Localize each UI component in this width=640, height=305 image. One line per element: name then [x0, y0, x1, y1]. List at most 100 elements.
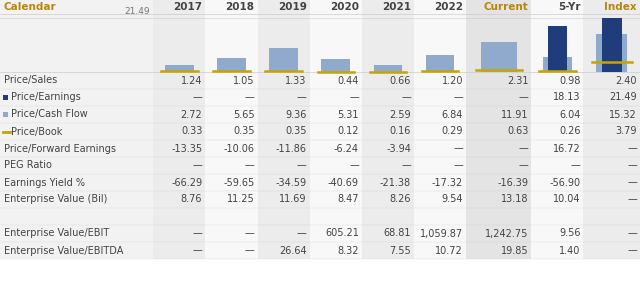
- Text: 0.98: 0.98: [559, 76, 580, 85]
- Bar: [3, 112, 8, 117]
- Text: —: —: [297, 160, 307, 170]
- Text: 5-Yr: 5-Yr: [558, 2, 580, 12]
- Bar: [466, 0, 531, 259]
- Text: 21.49: 21.49: [609, 92, 637, 102]
- Text: 16.72: 16.72: [553, 143, 580, 153]
- Text: 0.35: 0.35: [233, 127, 255, 137]
- Text: 11.91: 11.91: [501, 109, 529, 120]
- Bar: [165, 65, 194, 72]
- Text: -17.32: -17.32: [432, 178, 463, 188]
- Text: -16.39: -16.39: [497, 178, 529, 188]
- Text: 68.81: 68.81: [383, 228, 411, 239]
- Bar: [257, 0, 310, 259]
- Text: 0.63: 0.63: [507, 127, 529, 137]
- Bar: [0, 0, 153, 259]
- Text: -56.90: -56.90: [549, 178, 580, 188]
- Bar: [310, 0, 362, 259]
- Text: —: —: [193, 246, 202, 256]
- Text: —: —: [297, 92, 307, 102]
- Text: 1,059.87: 1,059.87: [420, 228, 463, 239]
- Text: —: —: [244, 92, 255, 102]
- Text: -13.35: -13.35: [172, 143, 202, 153]
- Text: Price/Book: Price/Book: [11, 127, 62, 137]
- Text: Earnings Yield %: Earnings Yield %: [4, 178, 85, 188]
- Text: —: —: [193, 92, 202, 102]
- Text: 605.21: 605.21: [325, 228, 359, 239]
- Bar: [153, 0, 205, 259]
- Text: -34.59: -34.59: [276, 178, 307, 188]
- Text: —: —: [627, 160, 637, 170]
- Text: 2020: 2020: [330, 2, 359, 12]
- Text: 5.31: 5.31: [337, 109, 359, 120]
- Text: —: —: [627, 246, 637, 256]
- Text: -10.06: -10.06: [223, 143, 255, 153]
- Bar: [374, 66, 403, 72]
- Text: 1.33: 1.33: [285, 76, 307, 85]
- Text: —: —: [401, 92, 411, 102]
- Text: -59.65: -59.65: [223, 178, 255, 188]
- Text: 0.66: 0.66: [390, 76, 411, 85]
- Text: 2.59: 2.59: [389, 109, 411, 120]
- Text: 11.25: 11.25: [227, 195, 255, 204]
- Text: Price/Sales: Price/Sales: [4, 76, 57, 85]
- Text: Price/Forward Earnings: Price/Forward Earnings: [4, 143, 116, 153]
- Text: 15.32: 15.32: [609, 109, 637, 120]
- Text: —: —: [349, 92, 359, 102]
- Text: 1.05: 1.05: [233, 76, 255, 85]
- Text: 8.47: 8.47: [337, 195, 359, 204]
- Text: 3.79: 3.79: [616, 127, 637, 137]
- Text: 0.29: 0.29: [442, 127, 463, 137]
- Text: 8.26: 8.26: [390, 195, 411, 204]
- Bar: [543, 57, 572, 72]
- Text: -40.69: -40.69: [328, 178, 359, 188]
- Text: —: —: [571, 160, 580, 170]
- Text: —: —: [193, 160, 202, 170]
- Text: -21.38: -21.38: [380, 178, 411, 188]
- Text: —: —: [627, 195, 637, 204]
- Text: 19.85: 19.85: [500, 246, 529, 256]
- Text: —: —: [349, 160, 359, 170]
- Bar: [3, 95, 8, 100]
- Text: 2022: 2022: [434, 2, 463, 12]
- Text: —: —: [627, 228, 637, 239]
- Text: Price/Earnings: Price/Earnings: [11, 92, 81, 102]
- Text: 1,242.75: 1,242.75: [485, 228, 529, 239]
- Text: 2.72: 2.72: [180, 109, 202, 120]
- Text: 9.36: 9.36: [285, 109, 307, 120]
- Bar: [362, 0, 414, 259]
- Text: 7.55: 7.55: [389, 246, 411, 256]
- Bar: [548, 27, 567, 72]
- Text: 2018: 2018: [225, 2, 255, 12]
- Text: 1.24: 1.24: [181, 76, 202, 85]
- Bar: [321, 59, 350, 72]
- Text: 9.56: 9.56: [559, 228, 580, 239]
- Text: —: —: [244, 160, 255, 170]
- Text: Enterprise Value (Bil): Enterprise Value (Bil): [4, 195, 108, 204]
- Text: 0.26: 0.26: [559, 127, 580, 137]
- Text: Index: Index: [604, 2, 637, 12]
- Bar: [426, 55, 454, 72]
- Text: Calendar: Calendar: [4, 2, 56, 12]
- Bar: [584, 0, 640, 259]
- Text: 2021: 2021: [382, 2, 411, 12]
- Text: -3.94: -3.94: [386, 143, 411, 153]
- Text: 6.84: 6.84: [442, 109, 463, 120]
- Bar: [269, 48, 298, 72]
- Text: -11.86: -11.86: [276, 143, 307, 153]
- Text: Enterprise Value/EBIT: Enterprise Value/EBIT: [4, 228, 109, 239]
- Text: 10.72: 10.72: [435, 246, 463, 256]
- Text: 2.31: 2.31: [507, 76, 529, 85]
- Text: —: —: [297, 228, 307, 239]
- Text: 0.44: 0.44: [337, 76, 359, 85]
- Bar: [602, 18, 622, 72]
- Bar: [205, 0, 257, 259]
- Text: —: —: [453, 143, 463, 153]
- Text: —: —: [518, 92, 529, 102]
- Text: 2019: 2019: [278, 2, 307, 12]
- Text: 1.20: 1.20: [442, 76, 463, 85]
- Text: 2.40: 2.40: [616, 76, 637, 85]
- Text: 1.40: 1.40: [559, 246, 580, 256]
- Text: —: —: [453, 160, 463, 170]
- Text: 11.69: 11.69: [279, 195, 307, 204]
- Text: 0.12: 0.12: [337, 127, 359, 137]
